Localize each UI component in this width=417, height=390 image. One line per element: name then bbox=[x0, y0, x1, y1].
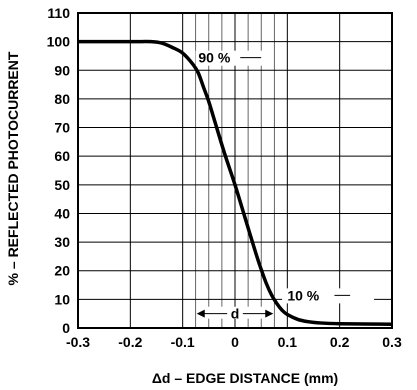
annotation-10-bg bbox=[282, 288, 375, 304]
x-axis-label: Δd – EDGE DISTANCE (mm) bbox=[152, 370, 338, 386]
series-line bbox=[77, 39, 393, 327]
x-tick-label: 0.2 bbox=[330, 334, 350, 350]
annotation-90-bg bbox=[195, 50, 266, 66]
x-tick-label: -0.3 bbox=[66, 334, 90, 350]
y-tick-label: 50 bbox=[54, 177, 70, 193]
y-tick-label: 40 bbox=[54, 205, 70, 221]
y-tick-label: 20 bbox=[54, 263, 70, 279]
y-tick-label: 90 bbox=[54, 62, 70, 78]
annotation-10-percent: 10 % bbox=[287, 287, 319, 303]
chart-annotations: 90 % 10 % d bbox=[195, 50, 375, 322]
x-tick-label: 0 bbox=[231, 334, 239, 350]
y-tick-label: 30 bbox=[54, 234, 70, 250]
y-axis-label: % – REFLECTED PHOTOCURRENT bbox=[5, 51, 21, 285]
y-tick-label: 70 bbox=[54, 120, 70, 136]
x-tick-label: 0.3 bbox=[382, 334, 402, 350]
annotation-d-arrowhead-right bbox=[265, 309, 274, 318]
x-axis-ticks: -0.3 -0.2 -0.1 0 0.1 0.2 0.3 bbox=[66, 334, 402, 350]
plot-border bbox=[77, 12, 393, 329]
annotation-d-arrowhead-left bbox=[196, 309, 205, 318]
y-tick-label: 0 bbox=[62, 320, 70, 336]
x-tick-label: 0.1 bbox=[278, 334, 298, 350]
annotation-90-percent: 90 % bbox=[198, 50, 230, 66]
y-tick-label: 100 bbox=[47, 34, 71, 50]
y-tick-label: 110 bbox=[47, 5, 70, 21]
annotation-d-width: d bbox=[231, 306, 240, 322]
x-tick-label: -0.1 bbox=[171, 334, 195, 350]
y-tick-label: 10 bbox=[54, 291, 70, 307]
annotation-d-bg bbox=[197, 306, 273, 319]
y-tick-label: 80 bbox=[54, 91, 70, 107]
x-tick-label: -0.2 bbox=[118, 334, 142, 350]
plot-area bbox=[77, 12, 393, 329]
y-axis-ticks: 0 10 20 30 40 50 60 70 80 90 100 110 bbox=[47, 5, 71, 336]
y-tick-label: 60 bbox=[54, 148, 70, 164]
